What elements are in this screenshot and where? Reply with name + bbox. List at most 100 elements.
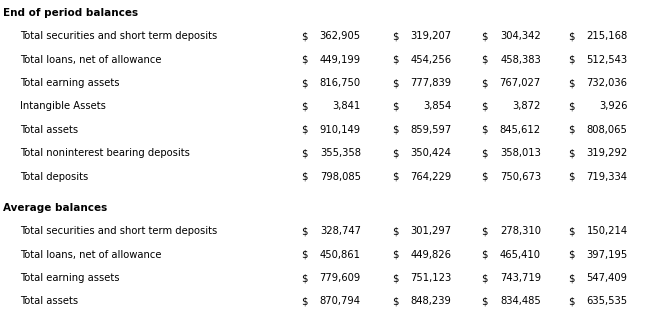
Text: 358,013: 358,013 — [500, 148, 541, 158]
Text: 150,214: 150,214 — [587, 227, 628, 236]
Text: $: $ — [568, 55, 575, 65]
Text: Total assets: Total assets — [20, 297, 78, 307]
Text: 547,409: 547,409 — [587, 273, 628, 283]
Text: 777,839: 777,839 — [410, 78, 451, 88]
Text: $: $ — [481, 148, 488, 158]
Text: End of period balances: End of period balances — [3, 8, 138, 18]
Text: 301,297: 301,297 — [410, 227, 451, 236]
Text: $: $ — [392, 55, 399, 65]
Text: 635,535: 635,535 — [587, 297, 628, 307]
Text: $: $ — [301, 101, 308, 111]
Text: $: $ — [481, 125, 488, 135]
Text: $: $ — [301, 78, 308, 88]
Text: 278,310: 278,310 — [500, 227, 541, 236]
Text: $: $ — [392, 227, 399, 236]
Text: 870,794: 870,794 — [320, 297, 361, 307]
Text: $: $ — [481, 31, 488, 41]
Text: 779,609: 779,609 — [320, 273, 361, 283]
Text: 3,854: 3,854 — [423, 101, 451, 111]
Text: $: $ — [481, 78, 488, 88]
Text: 319,207: 319,207 — [410, 31, 451, 41]
Text: Total securities and short term deposits: Total securities and short term deposits — [20, 227, 217, 236]
Text: $: $ — [392, 125, 399, 135]
Text: Average balances: Average balances — [3, 203, 107, 213]
Text: 732,036: 732,036 — [587, 78, 628, 88]
Text: $: $ — [568, 227, 575, 236]
Text: 319,292: 319,292 — [587, 148, 628, 158]
Text: 719,334: 719,334 — [587, 172, 628, 181]
Text: $: $ — [568, 125, 575, 135]
Text: 397,195: 397,195 — [587, 250, 628, 260]
Text: 362,905: 362,905 — [320, 31, 361, 41]
Text: 767,027: 767,027 — [500, 78, 541, 88]
Text: Total earning assets: Total earning assets — [20, 273, 119, 283]
Text: 465,410: 465,410 — [500, 250, 541, 260]
Text: $: $ — [301, 148, 308, 158]
Text: Total securities and short term deposits: Total securities and short term deposits — [20, 31, 217, 41]
Text: 215,168: 215,168 — [587, 31, 628, 41]
Text: 848,239: 848,239 — [410, 297, 451, 307]
Text: $: $ — [568, 273, 575, 283]
Text: 816,750: 816,750 — [320, 78, 361, 88]
Text: $: $ — [481, 227, 488, 236]
Text: $: $ — [301, 297, 308, 307]
Text: Total loans, net of allowance: Total loans, net of allowance — [20, 250, 162, 260]
Text: 751,123: 751,123 — [410, 273, 451, 283]
Text: $: $ — [301, 273, 308, 283]
Text: $: $ — [481, 273, 488, 283]
Text: $: $ — [301, 172, 308, 181]
Text: 458,383: 458,383 — [500, 55, 541, 65]
Text: 3,841: 3,841 — [332, 101, 361, 111]
Text: $: $ — [392, 78, 399, 88]
Text: 450,861: 450,861 — [320, 250, 361, 260]
Text: 743,719: 743,719 — [500, 273, 541, 283]
Text: $: $ — [301, 31, 308, 41]
Text: 845,612: 845,612 — [500, 125, 541, 135]
Text: $: $ — [481, 250, 488, 260]
Text: $: $ — [568, 31, 575, 41]
Text: $: $ — [392, 172, 399, 181]
Text: 454,256: 454,256 — [410, 55, 451, 65]
Text: $: $ — [392, 250, 399, 260]
Text: Intangible Assets: Intangible Assets — [20, 101, 106, 111]
Text: 449,199: 449,199 — [320, 55, 361, 65]
Text: $: $ — [392, 31, 399, 41]
Text: 834,485: 834,485 — [500, 297, 541, 307]
Text: 355,358: 355,358 — [320, 148, 361, 158]
Text: Total assets: Total assets — [20, 125, 78, 135]
Text: 764,229: 764,229 — [410, 172, 451, 181]
Text: Total noninterest bearing deposits: Total noninterest bearing deposits — [20, 148, 190, 158]
Text: $: $ — [481, 297, 488, 307]
Text: 859,597: 859,597 — [410, 125, 451, 135]
Text: 3,872: 3,872 — [512, 101, 541, 111]
Text: $: $ — [301, 250, 308, 260]
Text: 808,065: 808,065 — [587, 125, 628, 135]
Text: $: $ — [301, 227, 308, 236]
Text: $: $ — [301, 55, 308, 65]
Text: $: $ — [481, 172, 488, 181]
Text: $: $ — [392, 273, 399, 283]
Text: 350,424: 350,424 — [410, 148, 451, 158]
Text: $: $ — [568, 148, 575, 158]
Text: 798,085: 798,085 — [320, 172, 361, 181]
Text: 3,926: 3,926 — [599, 101, 628, 111]
Text: Total earning assets: Total earning assets — [20, 78, 119, 88]
Text: $: $ — [568, 250, 575, 260]
Text: 750,673: 750,673 — [500, 172, 541, 181]
Text: 449,826: 449,826 — [410, 250, 451, 260]
Text: $: $ — [392, 101, 399, 111]
Text: $: $ — [568, 172, 575, 181]
Text: 328,747: 328,747 — [320, 227, 361, 236]
Text: $: $ — [301, 125, 308, 135]
Text: $: $ — [568, 297, 575, 307]
Text: 910,149: 910,149 — [320, 125, 361, 135]
Text: Total deposits: Total deposits — [20, 172, 88, 181]
Text: $: $ — [392, 148, 399, 158]
Text: Total loans, net of allowance: Total loans, net of allowance — [20, 55, 162, 65]
Text: $: $ — [481, 55, 488, 65]
Text: $: $ — [568, 101, 575, 111]
Text: 512,543: 512,543 — [587, 55, 628, 65]
Text: $: $ — [392, 297, 399, 307]
Text: $: $ — [481, 101, 488, 111]
Text: 304,342: 304,342 — [500, 31, 541, 41]
